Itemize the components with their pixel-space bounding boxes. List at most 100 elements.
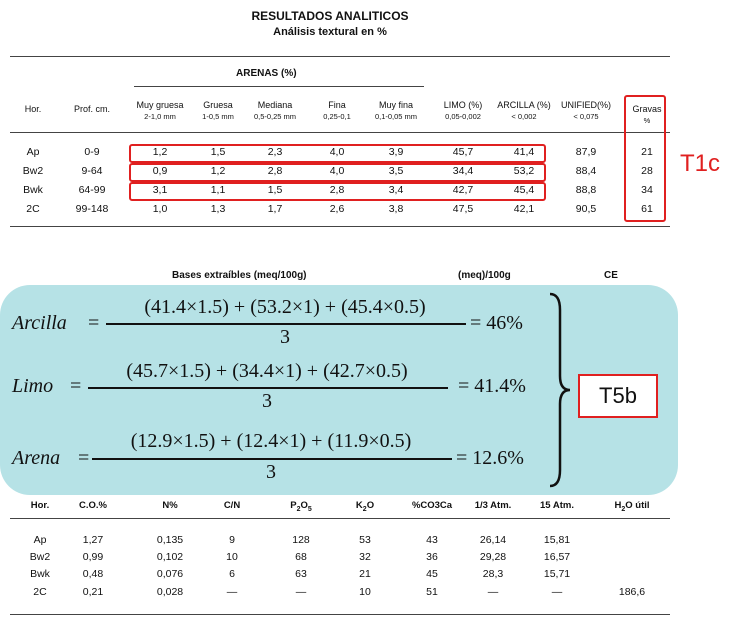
highlight-gravas (624, 95, 666, 222)
table1-cell: 1,0 (152, 203, 168, 215)
document-title: RESULTADOS ANALITICOS (251, 9, 409, 23)
table2-cell: 43 (426, 534, 438, 546)
table1-cell: 3,5 (388, 165, 404, 177)
right-brace (549, 292, 571, 488)
formula-limo-equals: = (70, 375, 82, 397)
table1-cell: 88,8 (575, 184, 597, 196)
table2-cell: 186,6 (618, 586, 646, 598)
table2-bottom-rule (10, 614, 670, 615)
table1-cell: 9-64 (81, 165, 103, 177)
table1-cell: 34 (641, 184, 653, 196)
table2-cell: 128 (292, 534, 310, 546)
formula-limo-denominator: 3 (262, 390, 272, 412)
formula-limo-name: Limo (12, 375, 54, 397)
t2-header-k2o: K2O (355, 500, 375, 513)
table1-cell: 34,4 (452, 165, 474, 177)
table2-cell: 51 (426, 586, 438, 598)
t2-header-cn: C/N (223, 500, 241, 511)
table1-cell: 90,5 (575, 203, 597, 215)
bases-title: Bases extraíbles (meq/100g) (172, 270, 307, 281)
formula-arena-name: Arena (12, 447, 61, 469)
header-prof: Prof. cm. (73, 104, 110, 114)
table1-cell: 3,9 (388, 146, 404, 158)
table1-cell: 1,3 (210, 203, 226, 215)
t2-header-co: C.O.% (79, 500, 107, 511)
table1-cell: 2,6 (329, 203, 345, 215)
table2-cell: 16,57 (543, 551, 571, 563)
table2-cell: 29,28 (479, 551, 507, 563)
table1-header-rule (10, 132, 670, 133)
table1-cell: 1,5 (267, 184, 283, 196)
table2-cell: 21 (359, 568, 371, 580)
t2-header-co3ca: %CO3Ca (411, 500, 453, 511)
formula-arena-fraction-line (92, 458, 452, 460)
header-mediana: Mediana 0,5-0,25 mm (253, 100, 297, 121)
header-arcilla: ARCILLA (%) < 0,002 (497, 100, 551, 121)
table1-cell: 45,4 (513, 184, 535, 196)
table1-cell: 2C (26, 203, 40, 215)
table1-cell: 0,9 (152, 165, 168, 177)
arenas-rule (134, 86, 424, 87)
meq-title: (meq)/100g (458, 270, 511, 281)
table2-cell: — (226, 586, 238, 598)
table2-cell: 6 (229, 568, 235, 580)
table1-cell: 1,7 (267, 203, 283, 215)
table1-cell: 21 (641, 146, 653, 158)
table2-cell: 28,3 (482, 568, 504, 580)
table2-cell: 10 (359, 586, 371, 598)
table1-cell: Bw2 (22, 165, 44, 177)
formula-limo-numerator: (45.7×1.5) + (34.4×1) + (42.7×0.5) (126, 360, 408, 382)
t1c-label: T1c (680, 150, 721, 177)
formula-arena-numerator: (12.9×1.5) + (12.4×1) + (11.9×0.5) (130, 430, 412, 452)
table2-cell: 9 (229, 534, 235, 546)
table2-cell: 45 (426, 568, 438, 580)
table1-cell: 42,1 (513, 203, 535, 215)
t2-header-third-atm: 1/3 Atm. (474, 500, 512, 511)
table2-header-rule (10, 518, 670, 519)
table1-cell: 87,9 (575, 146, 597, 158)
formula-limo-result: = 41.4% (458, 375, 526, 397)
table1-cell: 4,0 (329, 146, 345, 158)
header-gruesa: Gruesa 1-0,5 mm (202, 100, 234, 121)
formula-arcilla-equals: = (88, 312, 100, 334)
t2-header-n: N% (162, 500, 178, 511)
highlight-row-bwk (129, 182, 546, 201)
table1-cell: 64-99 (78, 184, 106, 196)
document-subtitle: Análisis textural en % (273, 26, 387, 38)
table2-cell: 0,135 (156, 534, 184, 546)
header-limo: LIMO (%) 0,05-0,002 (443, 100, 483, 121)
table1-cell: 3,4 (388, 184, 404, 196)
highlight-row-bw2 (129, 163, 546, 182)
header-unified: UNIFIED(%) < 0,075 (561, 100, 611, 121)
t2-header-h2o: H2O útil (614, 500, 650, 513)
highlight-row-ap (129, 144, 546, 163)
table2-cell: 32 (359, 551, 371, 563)
t2-header-15-atm: 15 Atm. (540, 500, 574, 511)
table1-cell: Ap (26, 146, 40, 158)
table2-cell: 36 (426, 551, 438, 563)
table2-cell: 0,076 (156, 568, 184, 580)
table1-cell: 4,0 (329, 165, 345, 177)
header-muy-gruesa: Muy gruesa 2-1,0 mm (136, 100, 184, 121)
table1-cell: 28 (641, 165, 653, 177)
arenas-label: ARENAS (%) (236, 68, 297, 79)
t2-header-hor: Hor. (30, 500, 50, 511)
table2-cell: Bwk (30, 568, 50, 580)
table1-bottom-rule (10, 226, 670, 227)
formula-arcilla-denominator: 3 (280, 326, 290, 348)
table1-cell: 3,1 (152, 184, 168, 196)
header-hor: Hor. (24, 104, 42, 114)
table1-cell: 3,8 (388, 203, 404, 215)
table1-cell: 1,2 (210, 165, 226, 177)
table1-cell: 53,2 (513, 165, 535, 177)
table1-cell: 41,4 (513, 146, 535, 158)
table1-cell: 0-9 (84, 146, 100, 158)
table2-cell: 53 (359, 534, 371, 546)
table1-cell: 47,5 (452, 203, 474, 215)
table2-cell: 63 (295, 568, 307, 580)
table2-cell: 26,14 (479, 534, 507, 546)
header-muy-fina: Muy fina 0,1-0,05 mm (374, 100, 418, 121)
formula-arena-equals: = (78, 447, 90, 469)
table1-cell: 1,5 (210, 146, 226, 158)
formula-arena-denominator: 3 (266, 461, 276, 483)
